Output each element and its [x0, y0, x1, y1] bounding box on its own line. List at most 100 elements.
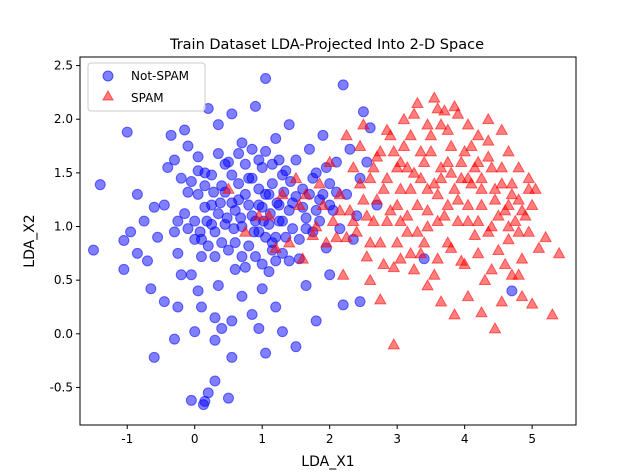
spam-point [340, 128, 353, 141]
not-spam-point [194, 226, 206, 238]
y-tick-label: 0.0 [54, 327, 73, 341]
spam-point [269, 241, 283, 253]
spam-point [414, 144, 428, 157]
not-spam-point [182, 140, 194, 152]
spam-point [492, 209, 505, 221]
not-spam-point [334, 223, 346, 235]
spam-point [495, 295, 509, 307]
not-spam-point [228, 223, 240, 235]
spam-point [546, 307, 559, 320]
not-spam-point [189, 326, 201, 338]
not-spam-point [243, 199, 255, 211]
not-spam-point [287, 223, 299, 235]
not-spam-point [229, 263, 241, 275]
spam-point [370, 193, 384, 205]
spam-point [522, 171, 536, 184]
spam-point [282, 236, 296, 248]
not-spam-point [256, 258, 268, 270]
not-spam-point [189, 215, 201, 227]
not-spam-point [141, 255, 153, 267]
not-spam-point [199, 180, 211, 192]
spam-point [485, 160, 498, 173]
spam-point [424, 144, 438, 157]
not-spam-point [118, 263, 130, 275]
not-spam-point [212, 208, 224, 220]
spam-point [363, 236, 377, 248]
not-spam-point [249, 251, 261, 263]
spam-point [367, 160, 380, 173]
not-spam-point [206, 169, 218, 181]
y-tick-label: 2.5 [54, 59, 73, 73]
spam-point [394, 252, 407, 264]
spam-point [313, 177, 326, 189]
spam-point [471, 214, 485, 227]
spam-point [404, 182, 418, 194]
spam-point [326, 214, 340, 227]
spam-point [438, 209, 451, 221]
not-spam-point [293, 233, 305, 245]
y-tick-label: 2.0 [54, 112, 73, 126]
spam-point [495, 160, 509, 173]
x-axis: -1 0 1 2 3 4 5 [121, 425, 536, 446]
spam-point [431, 101, 445, 114]
spam-point [539, 230, 552, 243]
not-spam-point [260, 347, 272, 359]
spam-point [380, 171, 394, 184]
spam-point [330, 230, 343, 243]
spam-point [461, 198, 475, 210]
spam-point [522, 225, 536, 237]
not-spam-point [324, 178, 336, 190]
not-spam-point [121, 126, 133, 138]
not-spam-point [131, 188, 143, 200]
spam-point [502, 219, 515, 232]
spam-point [515, 203, 529, 216]
not-spam-point [172, 247, 184, 259]
not-spam-point [239, 261, 251, 273]
not-spam-point [219, 158, 231, 170]
spam-point [299, 187, 313, 200]
not-spam-point [270, 301, 282, 313]
spam-point [411, 225, 424, 237]
spam-point [238, 225, 252, 237]
not-spam-point [300, 212, 312, 224]
not-spam-point [212, 280, 224, 292]
not-spam-point [118, 234, 130, 246]
not-spam-point [168, 226, 180, 238]
spam-point [387, 338, 401, 350]
y-tick-label: 1.5 [54, 166, 73, 180]
not-spam-point [165, 129, 177, 141]
not-spam-point [246, 308, 258, 320]
not-spam-point [233, 148, 245, 160]
not-spam-point [185, 269, 197, 281]
spam-point [475, 305, 488, 318]
spam-point [434, 295, 448, 307]
not-spam-point [300, 280, 312, 292]
spam-point [296, 252, 310, 264]
not-spam-point [214, 197, 226, 209]
spam-point [481, 150, 495, 162]
not-spam-point [233, 178, 245, 190]
not-spam-point [209, 312, 221, 324]
legend: Not-SPAM SPAM [87, 62, 206, 112]
not-spam-point [212, 148, 224, 160]
not-spam-point [168, 154, 180, 166]
spam-point [427, 268, 441, 280]
spam-point [431, 252, 445, 264]
not-spam-point [229, 237, 241, 249]
x-tick-label: -1 [121, 432, 133, 446]
spam-point [262, 209, 276, 221]
not-spam-point [125, 226, 137, 238]
not-spam-point [344, 143, 356, 155]
not-spam-point [280, 165, 292, 177]
spam-point [276, 187, 289, 200]
spam-point [407, 262, 421, 275]
not-spam-point [239, 158, 251, 170]
not-spam-point [202, 240, 214, 252]
legend-label-spam: SPAM [131, 91, 164, 105]
series-layer [87, 72, 566, 411]
spam-point [451, 214, 465, 227]
spam-point [252, 209, 266, 221]
series-spam [222, 91, 566, 350]
x-tick-label: 3 [393, 432, 401, 446]
